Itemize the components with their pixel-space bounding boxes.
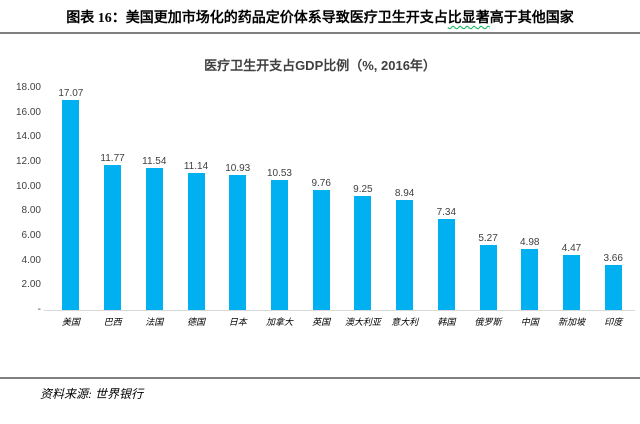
bar-value-label: 11.54 [142, 155, 167, 167]
chart-title: 医疗卫生开支占GDP比例（%, 2016年） [204, 58, 436, 73]
bar-column: 10.53 [259, 88, 301, 310]
bar-column: 7.34 [425, 88, 467, 310]
y-tick-label: 8.00 [21, 205, 41, 217]
x-category-label: 澳大利亚 [344, 317, 381, 327]
bar-column: 10.93 [217, 88, 259, 310]
y-tick-label: 10.00 [15, 180, 41, 192]
bar-column: 11.14 [175, 88, 217, 310]
bar [604, 264, 622, 310]
y-tick-label: 14.00 [15, 131, 41, 143]
x-category-label: 美国 [61, 317, 80, 327]
x-category-label: 法国 [145, 317, 164, 327]
bar [437, 219, 455, 310]
bar-value-label: 10.93 [225, 163, 251, 175]
footer-divider-line [0, 377, 640, 379]
y-tick-label: - [37, 304, 41, 315]
bar [312, 189, 330, 310]
y-tick-label: 18.00 [15, 82, 41, 93]
x-category-label: 中国 [520, 317, 539, 327]
bar [229, 175, 247, 310]
header-divider-line [0, 32, 640, 34]
y-tick-label: 16.00 [15, 106, 41, 118]
x-category-label: 英国 [312, 317, 331, 327]
bar [562, 254, 580, 310]
x-category-label: 加拿大 [265, 317, 293, 327]
bar-value-label: 10.53 [266, 168, 292, 180]
figure-title-spellcheck-text: 比显著 [447, 11, 490, 26]
x-category-label: 巴西 [103, 317, 122, 327]
bar [354, 195, 372, 310]
x-category-label: 俄罗斯 [474, 317, 502, 327]
bar [104, 164, 122, 310]
x-category-label: 韩国 [437, 317, 456, 327]
bar [270, 180, 288, 310]
bar-column: 4.98 [509, 88, 551, 310]
bar [479, 245, 497, 310]
bar [521, 248, 539, 310]
x-axis-line [44, 310, 635, 311]
bar-column: 8.94 [384, 88, 426, 310]
bar-column: 3.66 [592, 88, 634, 310]
source-note: 资料来源: 世界银行 [40, 387, 143, 401]
figure-title-text-pre: 图表 16：美国更加市场化的药品定价体系导致医疗卫生开支占 [66, 11, 448, 26]
bar-column: 5.27 [467, 88, 509, 310]
bar [396, 199, 414, 310]
y-axis: 18.00 16.00 14.00 12.00 10.00 8.00 6.00 4.00 2.0… [0, 0, 44, 424]
bar [187, 172, 205, 310]
bar-value-label: 5.27 [478, 233, 498, 245]
bar-column: 9.76 [300, 88, 342, 310]
x-category-label: 印度 [604, 317, 623, 327]
bar [62, 100, 80, 310]
figure-title: 图表 16：美国更加市场化的药品定价体系导致医疗卫生开支占比显著高于其他国家 [0, 7, 640, 27]
bar-value-label: 9.76 [311, 177, 331, 189]
y-tick-label: 4.00 [21, 254, 41, 266]
bar-column: 11.77 [92, 88, 134, 310]
bar-column: 4.47 [551, 88, 593, 310]
x-category-label: 德国 [187, 317, 206, 327]
x-axis-labels: 美国 巴西 法国 德国 日本 加拿大 英国 澳大利亚 意大利 韩国 俄罗斯 中国 新加坡 印度 [50, 315, 634, 328]
bar-value-label: 17.07 [58, 88, 84, 99]
bar [145, 167, 163, 310]
x-category-label: 日本 [228, 317, 247, 327]
bar-value-label: 9.25 [353, 183, 373, 195]
bar-value-label: 3.66 [603, 252, 623, 264]
x-category-label: 新加坡 [557, 317, 585, 327]
bar-value-label: 11.14 [183, 160, 209, 172]
x-category-label: 意大利 [391, 317, 419, 327]
figure-title-text-post: 高于其他国家 [489, 11, 574, 26]
bar-column: 17.07 [50, 88, 92, 310]
y-tick-label: 12.00 [15, 156, 41, 167]
bar-value-label: 7.34 [436, 207, 457, 219]
bar-plot-area: 17.07 11.77 11.54 11.14 10.93 10.53 9.76 9.25 8.… [50, 88, 634, 310]
y-tick-label: 6.00 [21, 230, 41, 241]
bar-value-label: 4.47 [561, 242, 582, 254]
bar-column: 11.54 [133, 88, 175, 310]
bar-value-label: 8.94 [394, 187, 415, 199]
bar-value-label: 11.77 [100, 152, 125, 164]
bar-value-label: 4.98 [520, 236, 540, 248]
y-tick-label: 2.00 [21, 279, 41, 291]
bar-column: 9.25 [342, 88, 384, 310]
